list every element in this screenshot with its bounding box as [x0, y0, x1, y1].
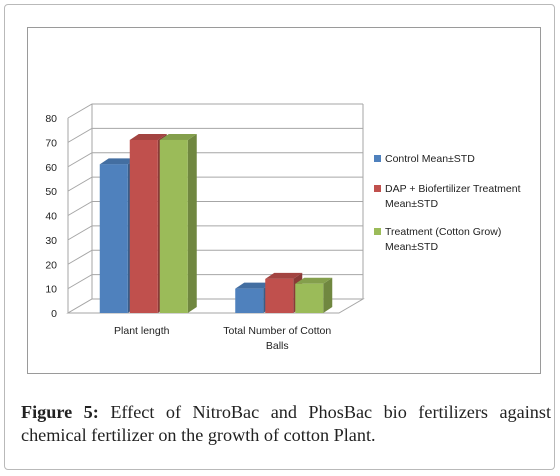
- bar-front: [159, 139, 188, 313]
- y-tick-label: 20: [45, 259, 57, 271]
- bar-side: [187, 133, 197, 313]
- bar-3-cat-1: [159, 133, 197, 313]
- x-category-label: Total Number of Cotton: [223, 325, 331, 337]
- gridline: [67, 127, 363, 143]
- y-tick-label: 30: [45, 235, 57, 247]
- caption-label: Figure 5:: [21, 402, 99, 422]
- y-tick-label: 70: [45, 137, 57, 149]
- legend-label: Mean±STD: [385, 198, 438, 210]
- legend-label: Control Mean±STD: [385, 153, 475, 165]
- bar-front: [129, 139, 158, 313]
- legend-label: Treatment (Cotton Grow): [385, 226, 501, 238]
- bar-top: [129, 133, 167, 140]
- bar-front: [295, 283, 324, 313]
- caption-text: Effect of NitroBac and PhosBac bio ferti…: [21, 402, 551, 445]
- y-tick-label: 0: [51, 308, 57, 320]
- legend-swatch: [374, 185, 381, 192]
- bar-chart-3d: 0 10 20 30 40 50 60 70 80 Plant length Total Numbe…: [45, 103, 521, 352]
- legend-label: DAP + Biofertilizer Treatment: [385, 183, 521, 195]
- y-tick-label: 80: [45, 113, 57, 125]
- y-tick-label: 10: [45, 284, 57, 296]
- y-tick-label: 40: [45, 211, 57, 223]
- bar-top: [159, 133, 197, 140]
- bar-top: [99, 158, 137, 165]
- bar-3-cat-2: [295, 277, 333, 313]
- figure-frame: 0 10 20 30 40 50 60 70 80 Plant length Total Numbe…: [4, 4, 555, 470]
- figure-caption: Figure 5: Effect of NitroBac and PhosBac…: [21, 401, 551, 447]
- y-tick-label: 50: [45, 186, 57, 198]
- bar-front: [265, 278, 294, 313]
- legend-swatch: [374, 228, 381, 235]
- chart-area: 0 10 20 30 40 50 60 70 80 Plant length Total Numbe…: [27, 27, 541, 374]
- gridline: [67, 103, 363, 119]
- legend-label: Mean±STD: [385, 241, 438, 253]
- bar-top: [295, 277, 333, 284]
- bar-top: [235, 282, 273, 289]
- bar-top: [265, 272, 303, 279]
- bar-front: [235, 288, 264, 313]
- bar-side: [323, 277, 333, 313]
- bar-front: [99, 164, 128, 313]
- legend-swatch: [374, 155, 381, 162]
- y-tick-label: 60: [45, 162, 57, 174]
- x-category-label: Balls: [266, 340, 289, 352]
- x-category-label: Plant length: [114, 325, 170, 337]
